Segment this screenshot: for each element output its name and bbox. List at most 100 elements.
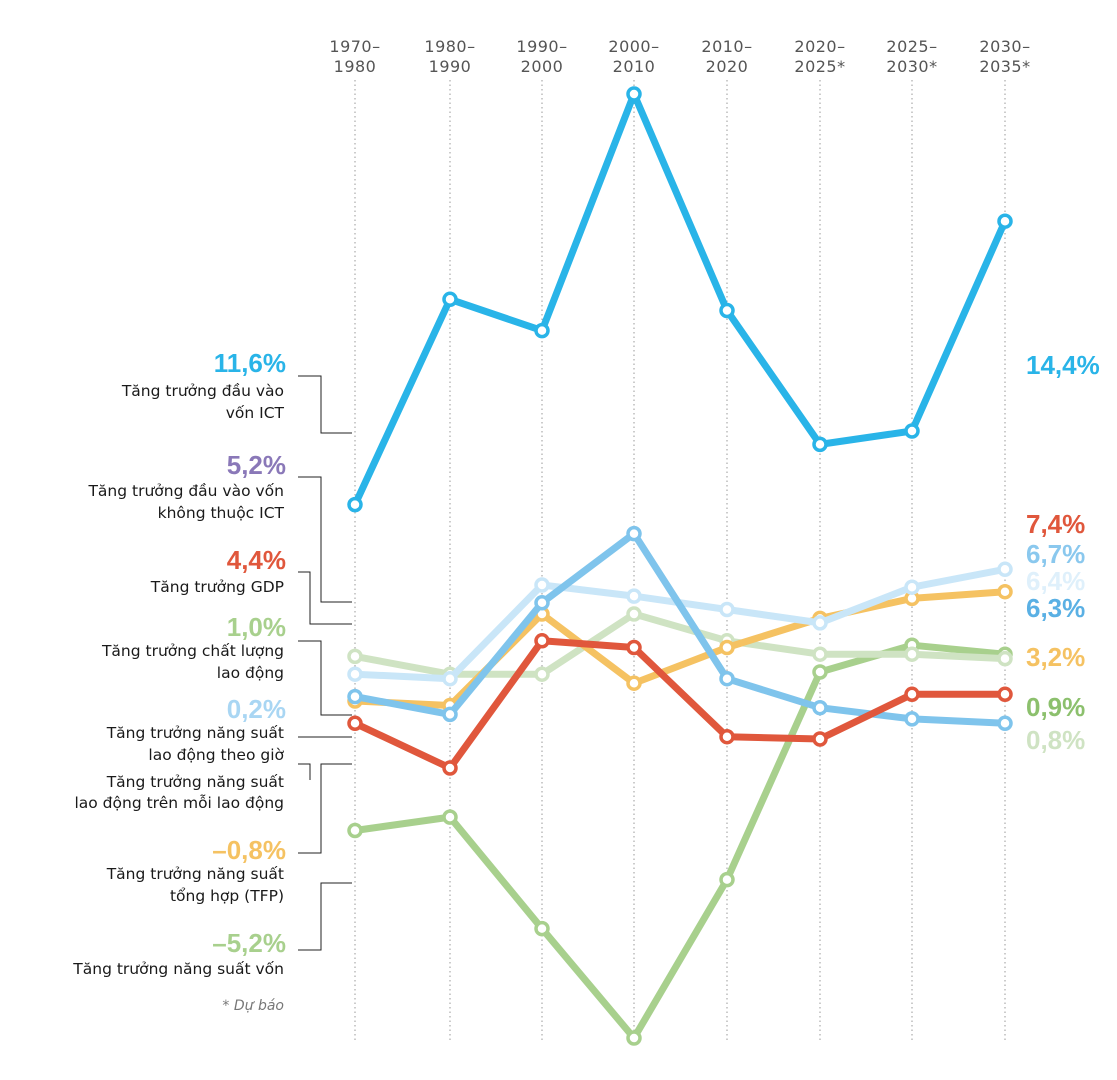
series-tang-truong-gdp bbox=[347, 633, 1013, 776]
data-point-ict bbox=[719, 302, 735, 319]
period-label: 2010 bbox=[613, 57, 656, 76]
data-point-hour bbox=[904, 579, 920, 595]
data-point-nonict bbox=[534, 595, 550, 611]
series-tang-truong-dau-vao-von-ict bbox=[347, 86, 1013, 513]
data-point-nonict bbox=[997, 715, 1013, 732]
series-line-capital bbox=[351, 641, 1009, 1042]
data-point-hour bbox=[812, 615, 828, 631]
desc-worker-1: Tăng trưởng năng suất bbox=[106, 773, 284, 791]
data-point-ict bbox=[534, 322, 550, 339]
series-line-labq bbox=[351, 610, 1009, 678]
period-label: 1990– bbox=[516, 37, 567, 56]
data-point-labq bbox=[904, 646, 920, 662]
data-point-nonict bbox=[626, 525, 642, 542]
data-point-ict bbox=[626, 86, 642, 102]
data-point-hour bbox=[626, 588, 642, 604]
data-point-gdp bbox=[719, 728, 735, 745]
data-point-capital bbox=[347, 822, 363, 839]
period-label: 1980– bbox=[424, 37, 475, 56]
desc-ict-1: Tăng trưởng đầu vào bbox=[121, 382, 284, 400]
desc-labq-1: Tăng trưởng chất lượng bbox=[101, 642, 284, 660]
data-point-ict bbox=[904, 423, 920, 439]
data-point-labq bbox=[626, 606, 642, 622]
series-tang-truong-dau-vao-von-khong-ict bbox=[347, 525, 1013, 732]
start-value-hour: 0,2% bbox=[227, 694, 286, 724]
start-value-labq: 1,0% bbox=[227, 612, 286, 642]
period-label: 2030– bbox=[979, 37, 1030, 56]
period-label: 2020 bbox=[706, 57, 749, 76]
period-axis-labels: 1970–1980 1980–1990 1990–2000 2000–2010 2010… bbox=[329, 37, 1030, 76]
data-point-capital bbox=[812, 664, 828, 680]
left-labels: 11,6% Tăng trưởng đầu vào vốn ICT 5,2% T… bbox=[72, 348, 286, 1014]
data-point-nonict bbox=[442, 706, 458, 723]
end-value-hour: 6,4% bbox=[1026, 566, 1085, 596]
period-label: 2035* bbox=[979, 57, 1030, 76]
end-value-ict: 14,4% bbox=[1026, 350, 1100, 380]
connector-nonict bbox=[298, 476, 352, 603]
data-point-ict bbox=[812, 436, 828, 453]
data-point-labq bbox=[997, 650, 1013, 667]
desc-gdp-1: Tăng trưởng GDP bbox=[150, 578, 284, 596]
data-point-gdp bbox=[904, 686, 920, 703]
period-label: 2020– bbox=[794, 37, 845, 56]
desc-hour-1: Tăng trưởng năng suất bbox=[106, 724, 284, 742]
series-tang-truong-chat-luong-lao-dong bbox=[347, 606, 1013, 682]
data-point-nonict bbox=[347, 688, 363, 705]
data-point-labq bbox=[347, 648, 363, 665]
data-point-gdp bbox=[534, 633, 550, 649]
data-point-capital bbox=[534, 920, 550, 937]
end-value-nonict: 6,7% bbox=[1026, 539, 1085, 569]
desc-nonict-1: Tăng trưởng đầu vào vốn bbox=[87, 482, 284, 500]
data-point-ict bbox=[997, 213, 1013, 229]
desc-nonict-2: không thuộc ICT bbox=[158, 504, 285, 522]
series-line-nonict bbox=[351, 530, 1009, 727]
series-line-gdp bbox=[351, 637, 1009, 772]
period-label: 2000 bbox=[521, 57, 564, 76]
data-point-nonict bbox=[812, 699, 828, 716]
end-value-labq: 0,8% bbox=[1026, 725, 1085, 755]
period-label: 2025– bbox=[886, 37, 937, 56]
data-point-ict bbox=[347, 496, 363, 513]
label-connectors bbox=[298, 375, 352, 951]
connector-gdp bbox=[298, 571, 352, 625]
data-point-gdp bbox=[442, 760, 458, 776]
data-point-hour bbox=[442, 670, 458, 687]
start-value-gdp: 4,4% bbox=[227, 545, 286, 575]
desc-tfp-1: Tăng trưởng năng suất bbox=[106, 865, 284, 883]
data-point-gdp bbox=[626, 639, 642, 656]
end-value-worker: 3,2% bbox=[1026, 642, 1085, 672]
data-point-capital bbox=[626, 1030, 642, 1046]
period-label: 1970– bbox=[329, 37, 380, 56]
end-value-tfp: 0,9% bbox=[1026, 692, 1085, 722]
data-point-worker bbox=[719, 639, 735, 656]
connector-ict bbox=[298, 375, 352, 434]
connector-tfp bbox=[298, 763, 352, 854]
data-point-labq bbox=[812, 646, 828, 662]
right-labels: 14,4% 7,4% 6,7% 6,4% 6,3% 3,2% 0,9% 0,8% bbox=[1026, 350, 1100, 755]
start-value-ict: 11,6% bbox=[214, 348, 286, 378]
data-point-hour bbox=[719, 601, 735, 618]
desc-capital-1: Tăng trưởng năng suất vốn bbox=[72, 960, 284, 978]
desc-hour-2: lao động theo giờ bbox=[148, 746, 284, 764]
connector-labq bbox=[298, 640, 352, 716]
data-point-hour bbox=[534, 577, 550, 593]
data-point-worker bbox=[626, 675, 642, 691]
connector-worker bbox=[298, 763, 311, 780]
data-point-hour bbox=[997, 561, 1013, 578]
start-value-nonict: 5,2% bbox=[227, 450, 286, 480]
data-point-nonict bbox=[904, 711, 920, 727]
data-point-hour bbox=[347, 666, 363, 682]
data-point-gdp bbox=[997, 686, 1013, 703]
period-gridlines bbox=[354, 80, 1006, 1040]
forecast-note: * Dự báo bbox=[222, 998, 284, 1014]
period-label: 2025* bbox=[794, 57, 845, 76]
start-value-capital: –5,2% bbox=[212, 928, 286, 958]
start-value-tfp: –0,8% bbox=[212, 835, 286, 865]
data-point-worker bbox=[997, 583, 1013, 600]
desc-labq-2: lao động bbox=[217, 664, 284, 682]
period-label: 1980 bbox=[334, 57, 377, 76]
data-point-labq bbox=[534, 666, 550, 682]
end-value-capital: 6,3% bbox=[1026, 593, 1085, 623]
period-label: 2030* bbox=[886, 57, 937, 76]
